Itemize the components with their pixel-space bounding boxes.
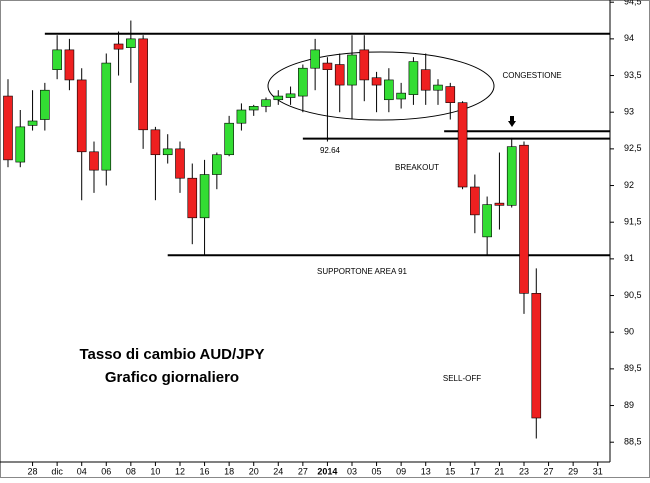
candle-body [64, 49, 75, 81]
candle-body [199, 174, 210, 219]
candle-body [384, 79, 394, 101]
candle-body [150, 129, 161, 156]
congestion-ellipse [267, 51, 495, 121]
x-tick-label: 17 [470, 466, 480, 476]
candle-body [285, 93, 296, 98]
candle-body [457, 102, 468, 188]
x-tick-label: 27 [298, 466, 308, 476]
x-tick-label: 05 [372, 466, 382, 476]
candle-body [162, 148, 173, 156]
y-tick-label: 89 [624, 400, 634, 410]
candle-body [126, 38, 136, 48]
candle-body [187, 177, 198, 219]
x-tick-label: 23 [519, 466, 529, 476]
annotation: CONGESTIONE [502, 71, 561, 80]
x-tick-label: 08 [126, 466, 136, 476]
candle-body [138, 38, 148, 131]
candle-body [445, 86, 456, 103]
y-tick-label: 92,5 [624, 143, 642, 153]
candle-body [310, 49, 320, 69]
candle-body [470, 186, 480, 216]
candle-body [334, 64, 345, 86]
candle-body [261, 99, 271, 107]
candle-body [298, 67, 308, 97]
annotation: 92.64 [320, 146, 341, 155]
chart-subtitle: Grafico giornaliero [105, 369, 239, 386]
candle-body [371, 77, 382, 86]
y-tick-label: 88,5 [624, 437, 642, 447]
candle-body [3, 95, 13, 161]
candle-body [494, 202, 505, 206]
candle-body [433, 84, 443, 91]
x-tick-label: 10 [150, 466, 160, 476]
candle-body [408, 61, 419, 95]
annotation: SUPPORTONE AREA 91 [317, 267, 408, 276]
candle-body [236, 109, 247, 124]
candle-body [113, 43, 124, 50]
candle-body [359, 49, 370, 81]
candle-body [175, 148, 185, 179]
x-tick-label: 29 [568, 466, 578, 476]
candle-body [15, 126, 26, 163]
candle-body [482, 204, 492, 238]
y-tick-label: 93 [624, 107, 634, 117]
candle-body [347, 54, 357, 86]
candle-body [40, 89, 50, 120]
candle-body [212, 154, 222, 175]
candle-body [519, 144, 529, 294]
candle-body [396, 92, 406, 100]
candle-body [248, 106, 259, 111]
x-tick-label: 13 [421, 466, 431, 476]
candle-body [52, 49, 62, 70]
y-tick-label: 89,5 [624, 363, 642, 373]
x-tick-label: 21 [494, 466, 504, 476]
candle-body [322, 62, 333, 70]
candle-body [506, 146, 517, 206]
x-tick-label: 24 [273, 466, 283, 476]
y-tick-label: 91 [624, 253, 634, 263]
candle-body [273, 95, 284, 101]
x-tick-label: 31 [593, 466, 603, 476]
annotation: BREAKOUT [395, 163, 439, 172]
y-tick-label: 94 [624, 33, 634, 43]
x-tick-label: 2014 [317, 466, 337, 476]
y-tick-label: 92 [624, 180, 634, 190]
x-tick-label: 04 [77, 466, 87, 476]
y-tick-label: 90,5 [624, 290, 642, 300]
annotation: SELL-OFF [443, 374, 481, 383]
x-tick-label: dic [51, 466, 63, 476]
candle-body [224, 122, 234, 156]
candle-body [531, 293, 542, 419]
y-tick-label: 94,5 [624, 0, 642, 7]
x-tick-label: 18 [224, 466, 234, 476]
y-tick-label: 91,5 [624, 217, 642, 227]
x-tick-label: 15 [445, 466, 455, 476]
y-tick-label: 93,5 [624, 70, 642, 80]
x-tick-label: 20 [249, 466, 259, 476]
x-tick-label: 27 [544, 466, 554, 476]
x-tick-label: 03 [347, 466, 357, 476]
x-tick-label: 06 [101, 466, 111, 476]
candle-body [101, 62, 112, 171]
arrow [508, 116, 516, 127]
candle-body [27, 120, 38, 126]
x-tick-label: 09 [396, 466, 406, 476]
candle-body [76, 79, 87, 153]
x-tick-label: 28 [28, 466, 38, 476]
x-tick-label: 12 [175, 466, 185, 476]
y-tick-label: 90 [624, 327, 634, 337]
x-tick-label: 16 [200, 466, 210, 476]
chart-title: Tasso di cambio AUD/JPY [79, 346, 264, 363]
candle-body [89, 151, 99, 171]
candle-body [420, 69, 431, 91]
